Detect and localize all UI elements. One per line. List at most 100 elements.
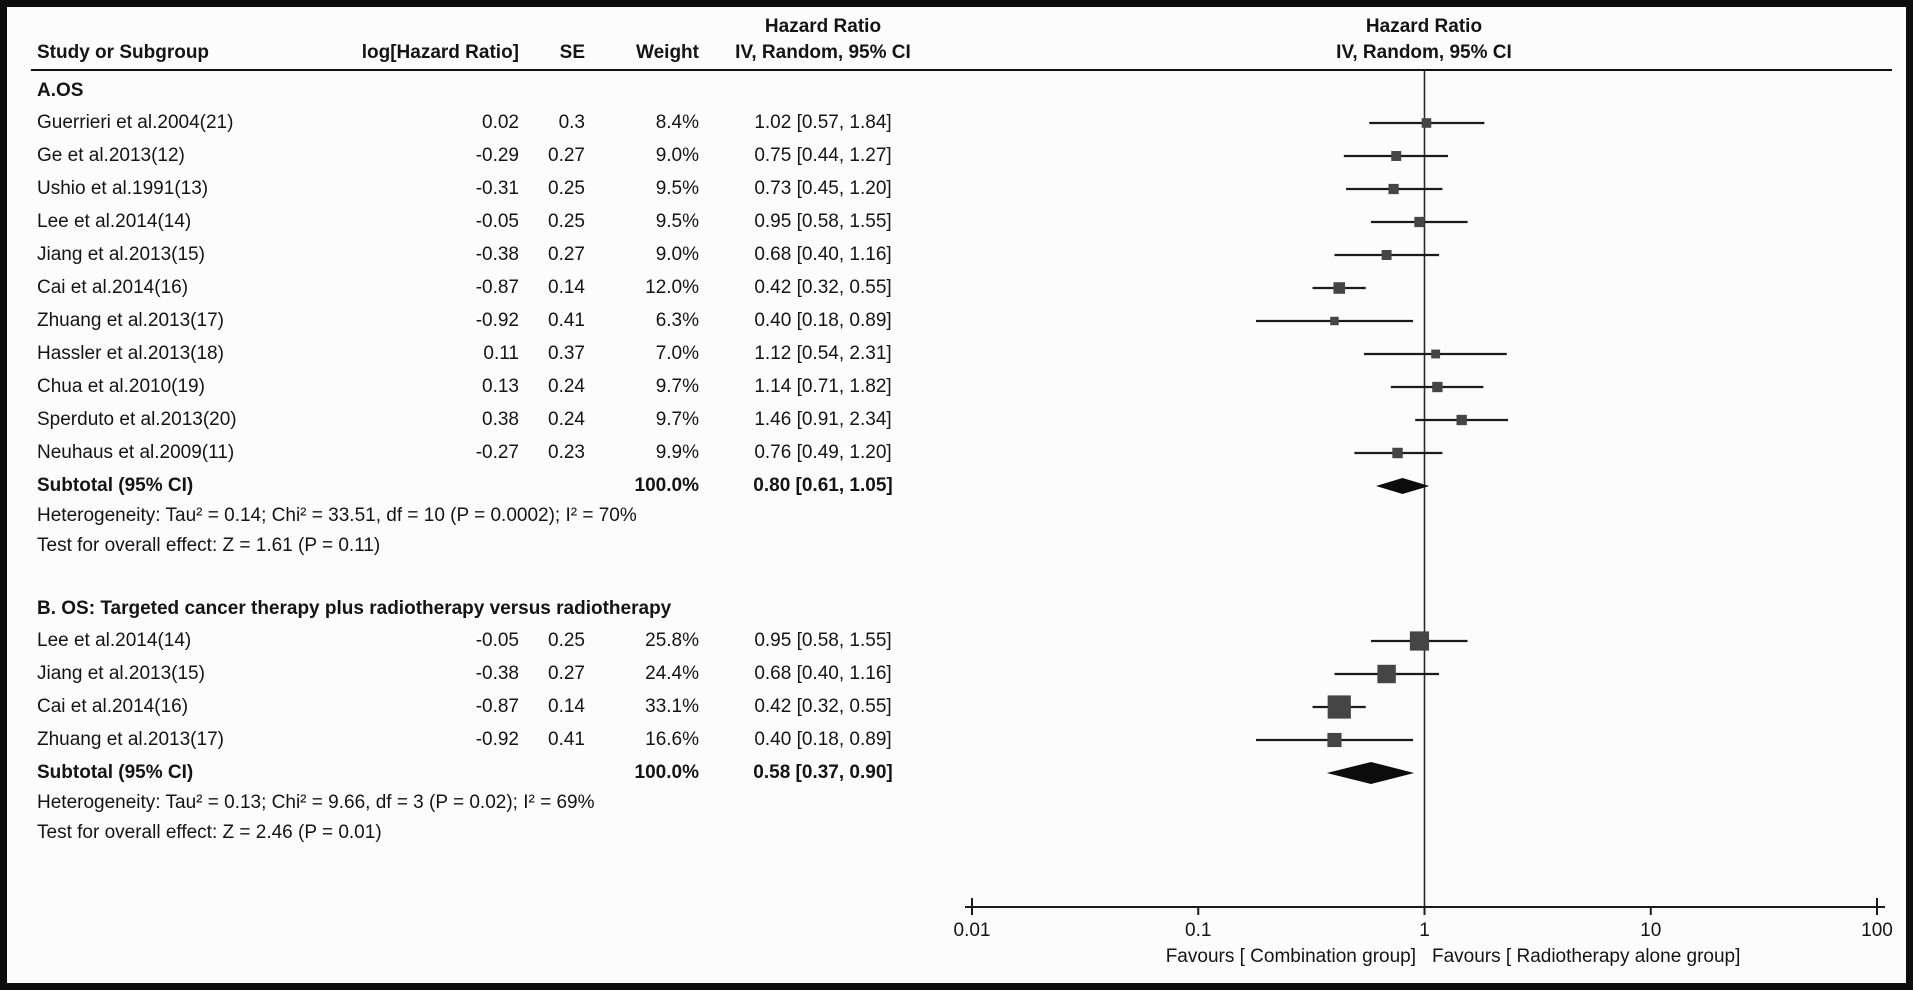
- study-weight: 9.0%: [655, 145, 699, 166]
- study-name: Cai et al.2014(16): [37, 277, 189, 298]
- study-se: 0.41: [548, 729, 585, 750]
- study-se: 0.23: [548, 442, 585, 463]
- effect-marker: [1392, 447, 1403, 459]
- loghr-column-header: log[Hazard Ratio]: [361, 42, 519, 63]
- study-name: Chua et al.2010(19): [37, 376, 205, 397]
- subtotal-diamond: [1375, 478, 1430, 494]
- study-se: 0.25: [548, 630, 585, 651]
- study-se: 0.37: [548, 343, 585, 364]
- effect-marker: [1431, 349, 1441, 359]
- study-se: 0.41: [548, 310, 585, 331]
- study-log-hr: -0.38: [475, 244, 519, 265]
- subtotal-ci-text: 0.80 [0.61, 1.05]: [753, 475, 893, 496]
- study-weight: 33.1%: [645, 696, 699, 717]
- study-se: 0.24: [548, 376, 585, 397]
- effect-marker: [1414, 216, 1425, 228]
- study-log-hr: -0.05: [475, 211, 519, 232]
- subtotal-weight: 100.0%: [634, 475, 699, 496]
- study-ci-text: 0.73 [0.45, 1.20]: [754, 178, 892, 199]
- study-log-hr: -0.05: [475, 630, 519, 651]
- study-log-hr: -0.27: [475, 442, 519, 463]
- study-log-hr: -0.87: [475, 696, 519, 717]
- study-log-hr: 0.11: [483, 343, 519, 364]
- x-axis-tick-label: 100: [1861, 920, 1893, 941]
- study-se: 0.27: [548, 145, 585, 166]
- study-name: Neuhaus et al.2009(11): [37, 442, 235, 463]
- se-column-header: SE: [559, 42, 585, 63]
- x-axis-tick-label: 0.01: [953, 920, 991, 941]
- study-name: Lee et al.2014(14): [37, 630, 192, 651]
- effect-marker: [1327, 732, 1342, 748]
- effect-marker: [1409, 631, 1430, 651]
- study-ci-text: 0.95 [0.58, 1.55]: [754, 211, 892, 232]
- subtotal-label: Subtotal (95% CI): [37, 762, 194, 783]
- study-log-hr: -0.31: [475, 178, 519, 199]
- study-name: Cai et al.2014(16): [37, 696, 189, 717]
- x-axis-tick-label: 10: [1640, 920, 1662, 941]
- favours-left-label: Favours [ Combination group]: [1165, 946, 1416, 967]
- section-label: A.OS: [37, 80, 84, 101]
- study-weight: 9.5%: [655, 178, 699, 199]
- study-weight: 9.5%: [655, 211, 699, 232]
- effect-marker: [1377, 664, 1396, 684]
- study-name: Ge et al.2013(12): [37, 145, 185, 166]
- study-weight: 16.6%: [645, 729, 699, 750]
- heterogeneity-text: Heterogeneity: Tau² = 0.14; Chi² = 33.51…: [37, 505, 637, 526]
- overall-effect-text: Test for overall effect: Z = 1.61 (P = 0…: [37, 535, 381, 556]
- effect-marker: [1381, 250, 1392, 260]
- study-name: Zhuang et al.2013(17): [37, 729, 224, 750]
- study-se: 0.14: [548, 696, 585, 717]
- study-se: 0.14: [548, 277, 585, 298]
- study-log-hr: 0.13: [482, 376, 519, 397]
- study-ci-text: 1.46 [0.91, 2.34]: [754, 409, 892, 430]
- ci-column-subheader: IV, Random, 95% CI: [735, 42, 911, 63]
- effect-marker: [1333, 282, 1346, 294]
- study-ci-text: 0.40 [0.18, 0.89]: [754, 729, 892, 750]
- subtotal-weight: 100.0%: [634, 762, 699, 783]
- study-ci-text: 0.42 [0.32, 0.55]: [754, 277, 892, 298]
- study-ci-text: 1.14 [0.71, 1.82]: [754, 376, 892, 397]
- overall-effect-text: Test for overall effect: Z = 2.46 (P = 0…: [37, 822, 382, 843]
- study-name: Lee et al.2014(14): [37, 211, 192, 232]
- study-weight: 7.0%: [655, 343, 699, 364]
- effect-marker: [1391, 151, 1402, 161]
- effect-marker: [1456, 414, 1467, 426]
- favours-right-label: Favours [ Radiotherapy alone group]: [1432, 946, 1741, 967]
- study-weight: 24.4%: [645, 663, 699, 684]
- study-ci-text: 0.95 [0.58, 1.55]: [754, 630, 892, 651]
- study-se: 0.24: [548, 409, 585, 430]
- study-ci-text: 0.40 [0.18, 0.89]: [754, 310, 892, 331]
- study-ci-text: 0.42 [0.32, 0.55]: [754, 696, 892, 717]
- study-ci-text: 0.75 [0.44, 1.27]: [754, 145, 892, 166]
- plot-column-title: Hazard Ratio: [1365, 16, 1483, 37]
- study-se: 0.25: [548, 178, 585, 199]
- subtotal-ci-text: 0.58 [0.37, 0.90]: [753, 762, 893, 783]
- study-se: 0.3: [558, 112, 585, 133]
- study-ci-text: 1.02 [0.57, 1.84]: [754, 112, 892, 133]
- study-name: Ushio et al.1991(13): [37, 178, 209, 199]
- study-weight: 8.4%: [655, 112, 699, 133]
- study-se: 0.27: [548, 663, 585, 684]
- forest-plot-canvas: [965, 71, 1885, 915]
- study-weight: 9.7%: [655, 376, 699, 397]
- study-weight: 25.8%: [645, 630, 699, 651]
- study-ci-text: 0.68 [0.40, 1.16]: [754, 244, 892, 265]
- study-log-hr: -0.92: [475, 310, 519, 331]
- study-log-hr: -0.29: [475, 145, 519, 166]
- study-log-hr: -0.87: [475, 277, 519, 298]
- effect-marker: [1388, 183, 1399, 195]
- effect-marker: [1432, 381, 1443, 393]
- study-name: Zhuang et al.2013(17): [37, 310, 224, 331]
- plot-column-subheader: IV, Random, 95% CI: [1336, 42, 1512, 63]
- study-log-hr: -0.92: [475, 729, 519, 750]
- study-name: Jiang et al.2013(15): [37, 244, 205, 265]
- subtotal-diamond: [1326, 762, 1415, 784]
- study-ci-text: 0.76 [0.49, 1.20]: [754, 442, 892, 463]
- study-log-hr: 0.02: [482, 112, 519, 133]
- study-se: 0.27: [548, 244, 585, 265]
- study-name: Sperduto et al.2013(20): [37, 409, 237, 430]
- study-log-hr: 0.38: [482, 409, 519, 430]
- header-divider: [31, 69, 1892, 71]
- x-axis-tick-label: 0.1: [1185, 920, 1212, 941]
